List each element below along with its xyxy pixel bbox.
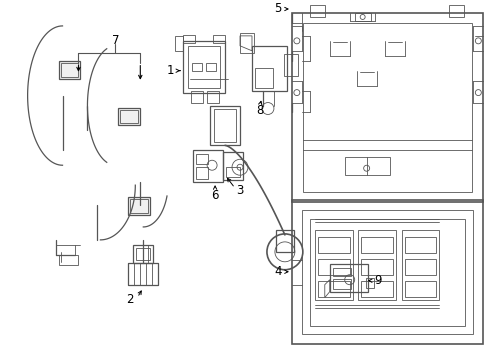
Text: 2: 2: [126, 293, 134, 306]
Bar: [318, 281, 350, 297]
Bar: [310, 5, 325, 17]
Bar: [214, 108, 236, 142]
Bar: [58, 61, 80, 78]
Bar: [128, 197, 150, 215]
Text: 6: 6: [211, 189, 219, 202]
Text: 1: 1: [167, 64, 174, 77]
Bar: [318, 259, 350, 275]
Bar: [405, 259, 437, 275]
Bar: [330, 264, 368, 292]
Bar: [61, 63, 78, 77]
Bar: [128, 263, 158, 285]
Bar: [292, 13, 483, 202]
Text: 8: 8: [256, 104, 264, 117]
Text: 4: 4: [274, 265, 282, 278]
Bar: [302, 210, 473, 334]
Bar: [315, 230, 353, 300]
Bar: [303, 23, 472, 192]
Bar: [121, 109, 138, 123]
Bar: [284, 54, 298, 76]
Bar: [405, 237, 437, 253]
Bar: [210, 105, 240, 145]
Bar: [401, 230, 440, 300]
Bar: [361, 259, 392, 275]
Bar: [345, 157, 390, 175]
Bar: [183, 41, 225, 93]
Bar: [355, 13, 370, 21]
Bar: [119, 108, 140, 125]
Bar: [333, 268, 351, 276]
Bar: [276, 230, 294, 252]
Bar: [310, 219, 466, 327]
Bar: [361, 237, 392, 253]
Bar: [223, 152, 243, 180]
Bar: [240, 33, 254, 53]
Bar: [255, 68, 273, 87]
Bar: [361, 281, 392, 297]
Bar: [405, 281, 437, 297]
Bar: [213, 35, 225, 43]
Bar: [193, 150, 223, 182]
Bar: [226, 167, 240, 177]
Text: 7: 7: [112, 34, 119, 48]
Bar: [191, 91, 203, 103]
Bar: [207, 91, 219, 103]
Text: 3: 3: [236, 184, 244, 197]
Bar: [292, 200, 483, 345]
Bar: [196, 167, 208, 179]
Bar: [130, 199, 148, 213]
Bar: [133, 245, 153, 263]
Bar: [206, 63, 216, 71]
Bar: [196, 154, 208, 164]
Text: 5: 5: [274, 3, 282, 15]
Bar: [366, 278, 374, 288]
Bar: [192, 63, 202, 71]
Bar: [252, 46, 287, 91]
Bar: [58, 255, 78, 265]
Text: 9: 9: [375, 274, 382, 287]
Bar: [136, 248, 150, 260]
Bar: [333, 279, 351, 289]
Bar: [449, 5, 465, 17]
Bar: [358, 230, 395, 300]
Bar: [318, 237, 350, 253]
Bar: [188, 46, 220, 87]
Bar: [183, 35, 195, 43]
